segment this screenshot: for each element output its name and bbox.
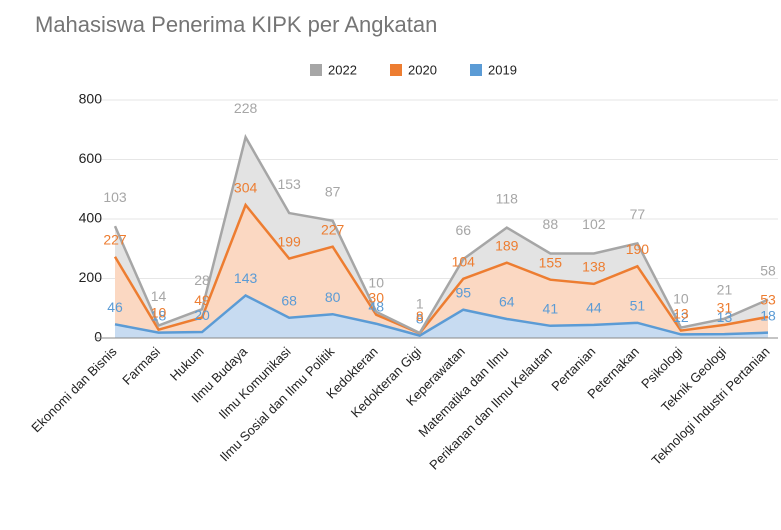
data-label: 199 [277,233,301,249]
data-label: 189 [495,237,519,253]
data-label: 77 [630,206,646,222]
chart-title: Mahasiswa Penerima KIPK per Angkatan [35,12,437,37]
data-label: 8 [416,310,424,326]
y-tick-label: 200 [79,269,103,285]
y-tick-label: 0 [94,329,102,345]
area [115,205,768,338]
data-label: 68 [281,292,297,308]
data-label: 31 [717,300,733,316]
legend-label: 2022 [328,62,357,77]
data-label: 190 [626,241,650,257]
data-label: 49 [194,292,210,308]
data-label: 88 [543,216,559,232]
data-label: 95 [455,284,471,300]
data-label: 227 [321,221,345,237]
x-tick-label: Farmasi [119,344,163,388]
y-tick-label: 600 [79,150,103,166]
x-tick-label: Hukum [167,344,207,384]
data-label: 13 [673,305,689,321]
data-label: 64 [499,294,515,310]
data-label: 51 [630,298,646,314]
data-label: 44 [586,300,602,316]
legend-label: 2019 [488,62,517,77]
legend-label: 2020 [408,62,437,77]
legend-swatch [390,64,402,76]
data-label: 304 [234,180,258,196]
data-label: 18 [760,307,776,323]
data-label: 118 [496,190,519,206]
y-tick-label: 400 [79,210,103,226]
data-label: 46 [107,299,123,315]
data-label: 138 [582,259,606,275]
line [114,293,769,337]
data-label: 10 [368,275,384,291]
legend-swatch [470,64,482,76]
data-label: 41 [543,301,559,317]
y-tick-label: 800 [79,91,103,107]
data-label: 80 [325,289,341,305]
data-label: 58 [760,262,776,278]
data-label: 18 [151,307,167,323]
data-label: 66 [455,222,471,238]
data-label: 104 [452,254,476,270]
data-label: 14 [151,288,167,304]
x-tick-label: Ekonomi dan Bisnis [28,344,120,436]
data-label: 21 [717,281,733,297]
data-label: 153 [277,176,301,192]
data-label: 12 [673,309,689,325]
data-label: 10 [151,304,167,320]
data-label: 102 [582,216,606,232]
data-label: 30 [368,289,384,305]
data-label: 13 [717,309,733,325]
data-label: 87 [325,183,341,199]
data-label: 228 [234,100,258,116]
data-label: 227 [103,231,127,247]
data-label: 53 [760,292,776,308]
line [113,133,769,335]
legend-swatch [310,64,322,76]
data-label: 155 [539,254,563,270]
data-label: 20 [194,307,210,323]
area [115,295,768,338]
data-label: 48 [368,298,384,314]
data-label: 143 [234,270,258,286]
data-label: 103 [103,189,127,205]
data-label: 28 [194,272,210,288]
data-label: 10 [673,290,689,306]
line [113,202,769,335]
data-label: 1 [416,296,424,312]
data-label: 8 [416,308,424,324]
